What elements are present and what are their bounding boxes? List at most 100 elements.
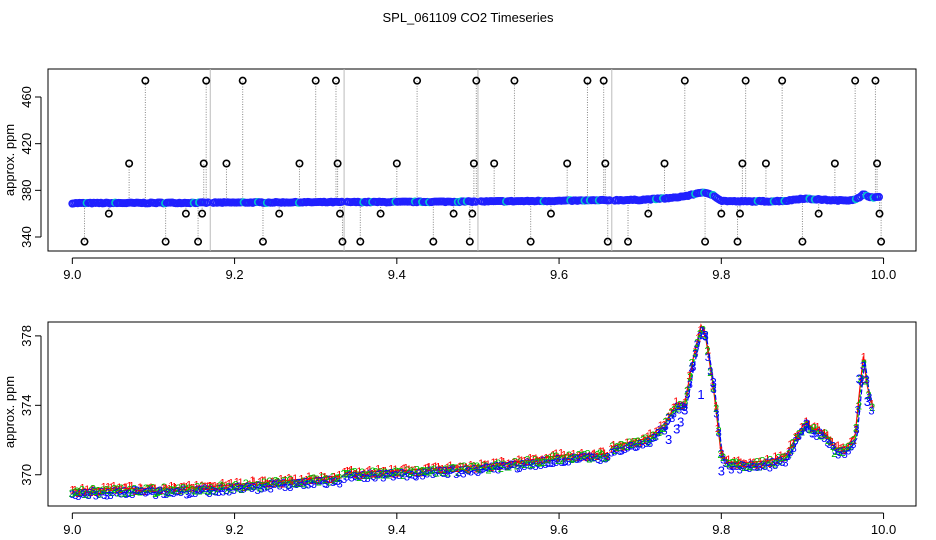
series-glyph-1: 1 — [516, 454, 522, 466]
outlier-point — [429, 237, 438, 246]
series-glyph-1: 1 — [244, 480, 250, 492]
series-glyph-3: 3 — [392, 470, 398, 482]
series-glyph-2: 2 — [796, 429, 802, 441]
series-line-2 — [612, 325, 873, 465]
series-glyph-2: 2 — [168, 485, 174, 497]
series-glyph-2: 2 — [213, 486, 219, 498]
series-glyph-2: 2 — [431, 464, 437, 476]
outlier-point — [469, 159, 478, 168]
series-glyph-1: 1 — [313, 475, 319, 487]
series-glyph-1: 1 — [447, 460, 453, 472]
series-glyph-1: 1 — [806, 419, 812, 431]
series-glyph-1: 1 — [701, 328, 707, 340]
y-tick-label: 340 — [19, 226, 34, 248]
series-glyph-1: 1 — [723, 455, 729, 467]
series-glyph-2: 2 — [346, 468, 352, 480]
series-glyph-1: 1 — [176, 485, 182, 497]
series-glyph-2: 2 — [736, 458, 742, 470]
series-glyph-3: 3 — [349, 473, 355, 485]
series-glyph-3: 3 — [255, 485, 261, 497]
series-glyph-2: 2 — [199, 481, 205, 493]
series-glyph-3: 3 — [206, 488, 212, 500]
series-glyph-3: 3 — [661, 426, 667, 438]
series-glyph-3: 3 — [535, 458, 541, 470]
series-glyph-2: 2 — [86, 489, 92, 501]
series-glyph-3: 3 — [652, 432, 658, 444]
outlier-point — [680, 76, 689, 85]
series-glyph-3: 3 — [561, 457, 567, 469]
series-glyph-3: 3 — [432, 468, 438, 480]
series-glyph-2: 2 — [632, 436, 638, 448]
series-glyph-3: 3 — [532, 461, 538, 473]
series-glyph-3: 3 — [540, 455, 546, 467]
series-glyph-1: 1 — [172, 483, 178, 495]
series-glyph-3: 3 — [711, 384, 717, 396]
series-line-1 — [477, 453, 608, 467]
series-glyph-1: 1 — [422, 463, 428, 475]
outlier-point — [814, 209, 823, 218]
series-glyph-3: 3 — [821, 433, 827, 445]
outlier-point — [660, 159, 669, 168]
series-glyph-1: 1 — [134, 486, 140, 498]
series-glyph-2: 2 — [589, 453, 595, 465]
series-glyph-2: 2 — [327, 476, 333, 488]
series-glyph-2: 2 — [308, 474, 314, 486]
series-glyph-2: 2 — [380, 469, 386, 481]
y-tick-label: 370 — [19, 464, 34, 486]
series-glyph-2: 2 — [461, 461, 467, 473]
series-glyph-3: 3 — [478, 465, 484, 477]
series-glyph-1: 1 — [168, 481, 174, 493]
series-glyph-2: 2 — [416, 467, 422, 479]
series-glyph-2: 2 — [777, 455, 783, 467]
series-glyph-2: 2 — [599, 450, 605, 462]
series-glyph-2: 2 — [519, 459, 525, 471]
series-glyph-2: 2 — [716, 425, 722, 437]
series-glyph-1: 1 — [367, 465, 373, 477]
series-glyph-3: 3 — [458, 465, 464, 477]
series-glyph-1: 1 — [553, 448, 559, 460]
series-glyph-3: 3 — [198, 484, 204, 496]
series-glyph-3: 3 — [650, 433, 656, 445]
series-glyph-1: 1 — [152, 483, 158, 495]
series-glyph-2: 2 — [746, 461, 752, 473]
series-glyph-1: 1 — [132, 485, 138, 497]
outlier-point — [198, 209, 207, 218]
series-glyph-3: 3 — [611, 446, 617, 458]
series-glyph-3: 3 — [842, 449, 848, 461]
series-glyph-3: 3 — [375, 469, 381, 481]
series-glyph-2: 2 — [609, 441, 615, 453]
series-glyph-3: 3 — [210, 485, 216, 497]
series-glyph-2: 2 — [152, 488, 158, 500]
series-glyph-1: 1 — [499, 456, 505, 468]
series-glyph-3: 3 — [220, 486, 226, 498]
outlier-point — [199, 159, 208, 168]
series-glyph-1: 1 — [116, 482, 122, 494]
series-glyph-3: 3 — [87, 488, 93, 500]
series-glyph-3: 3 — [399, 467, 405, 479]
series-glyph-3: 3 — [798, 426, 804, 438]
series-glyph-3: 3 — [666, 413, 672, 425]
series-glyph-3: 3 — [170, 488, 176, 500]
series-glyph-1: 1 — [315, 475, 321, 487]
series-glyph-1: 1 — [780, 453, 786, 465]
series-glyph-1: 1 — [279, 479, 285, 491]
series-glyph-3: 3 — [104, 491, 110, 503]
series-glyph-2: 2 — [724, 457, 730, 469]
overlay-glyph: 3 — [673, 422, 680, 437]
series-glyph-1: 1 — [266, 479, 272, 491]
series-glyph-3: 3 — [748, 459, 754, 471]
series-glyph-3: 3 — [491, 464, 497, 476]
series-glyph-3: 3 — [754, 462, 760, 474]
series-glyph-3: 3 — [524, 457, 530, 469]
series-glyph-2: 2 — [127, 485, 133, 497]
outlier-point — [238, 76, 247, 85]
series-glyph-2: 2 — [679, 401, 685, 413]
series-glyph-1: 1 — [158, 485, 164, 497]
series-glyph-2: 2 — [759, 456, 765, 468]
series-glyph-3: 3 — [412, 471, 418, 483]
series-glyph-2: 2 — [201, 484, 207, 496]
series-glyph-1: 1 — [539, 454, 545, 466]
series-glyph-2: 2 — [106, 485, 112, 497]
series-glyph-2: 2 — [223, 485, 229, 497]
series-glyph-2: 2 — [866, 390, 872, 402]
